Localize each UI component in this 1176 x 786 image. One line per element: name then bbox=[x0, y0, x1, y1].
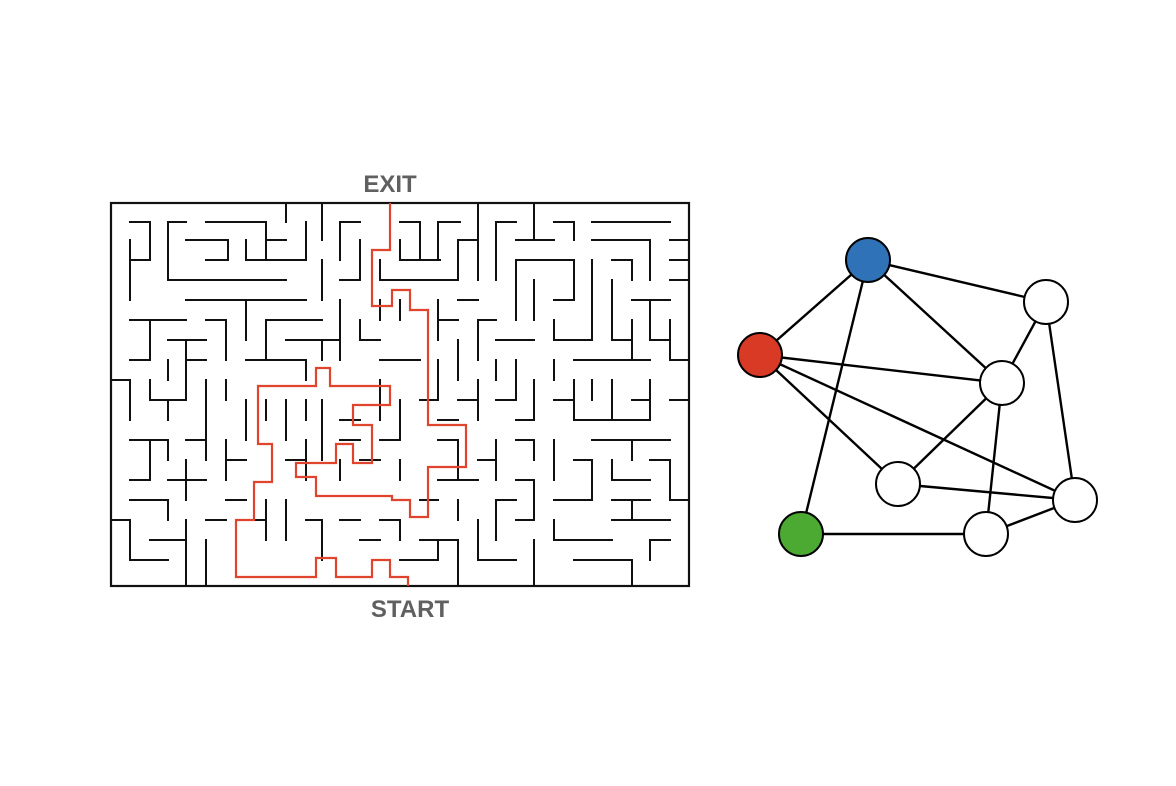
graph-edge-blue-green bbox=[799, 259, 870, 535]
graph-edge-red-n2 bbox=[759, 353, 1003, 385]
graph-edge-n1-n4 bbox=[1044, 301, 1077, 501]
graph-node-n2 bbox=[979, 360, 1025, 406]
graph bbox=[737, 237, 1098, 557]
exit-label: EXIT bbox=[363, 171, 417, 198]
graph-edge-n2-n5 bbox=[984, 382, 1004, 535]
maze-border bbox=[109, 201, 691, 588]
graph-edge-blue-n1 bbox=[867, 258, 1047, 304]
graph-node-red bbox=[737, 332, 783, 378]
graph-node-n3 bbox=[875, 461, 921, 507]
graph-node-n4 bbox=[1052, 477, 1098, 523]
graph-edges bbox=[759, 258, 1077, 536]
graph-edge-blue-n2 bbox=[867, 259, 1003, 384]
graph-node-green bbox=[778, 511, 824, 557]
graph-edge-blue-red bbox=[759, 259, 869, 356]
graph-edge-red-n3 bbox=[759, 354, 899, 485]
maze-solution-path bbox=[234, 203, 468, 586]
maze-walls bbox=[110, 202, 689, 587]
graph-nodes bbox=[737, 237, 1098, 557]
graph-node-n5 bbox=[963, 511, 1009, 557]
maze: EXIT START bbox=[109, 171, 691, 623]
graph-edge-n2-n3 bbox=[897, 382, 1003, 485]
graph-edge-n3-n4 bbox=[897, 482, 1076, 502]
graph-edge-red-n4 bbox=[759, 353, 1076, 502]
graph-node-blue bbox=[845, 237, 891, 283]
graph-node-n1 bbox=[1023, 279, 1069, 325]
start-label: START bbox=[371, 596, 450, 623]
